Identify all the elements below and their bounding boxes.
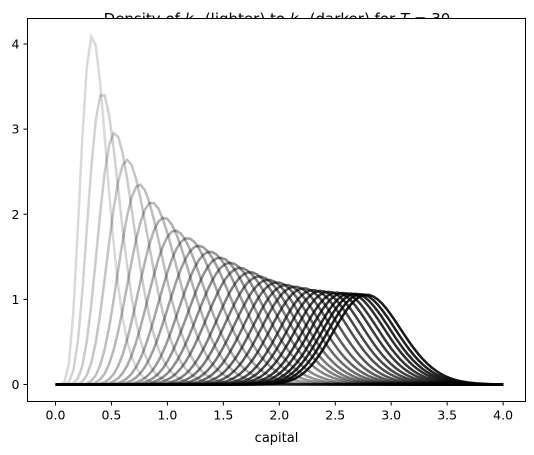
x-tick-label: 2.5 [325,408,345,423]
x-tick-label: 1.0 [157,408,177,423]
x-tick-label: 1.5 [213,408,233,423]
y-tick-label: 1 [12,292,20,307]
x-tick-label: 2.0 [269,408,289,423]
x-axis-label: capital [255,431,299,446]
y-axis: 0 1 2 3 4 [12,37,28,392]
x-tick-label: 0.5 [101,408,121,423]
x-axis: 0.0 0.5 1.0 1.5 2.0 2.5 3.0 3.5 4.0 [46,402,514,423]
y-tick-label: 4 [12,37,20,52]
x-tick-label: 3.5 [437,408,457,423]
x-tick-label: 0.0 [46,408,66,423]
x-tick-label: 3.0 [381,408,401,423]
y-tick-label: 3 [12,122,20,137]
x-tick-label: 4.0 [493,408,513,423]
y-tick-label: 0 [12,377,20,392]
y-tick-label: 2 [12,207,20,222]
plot-area [28,19,526,402]
